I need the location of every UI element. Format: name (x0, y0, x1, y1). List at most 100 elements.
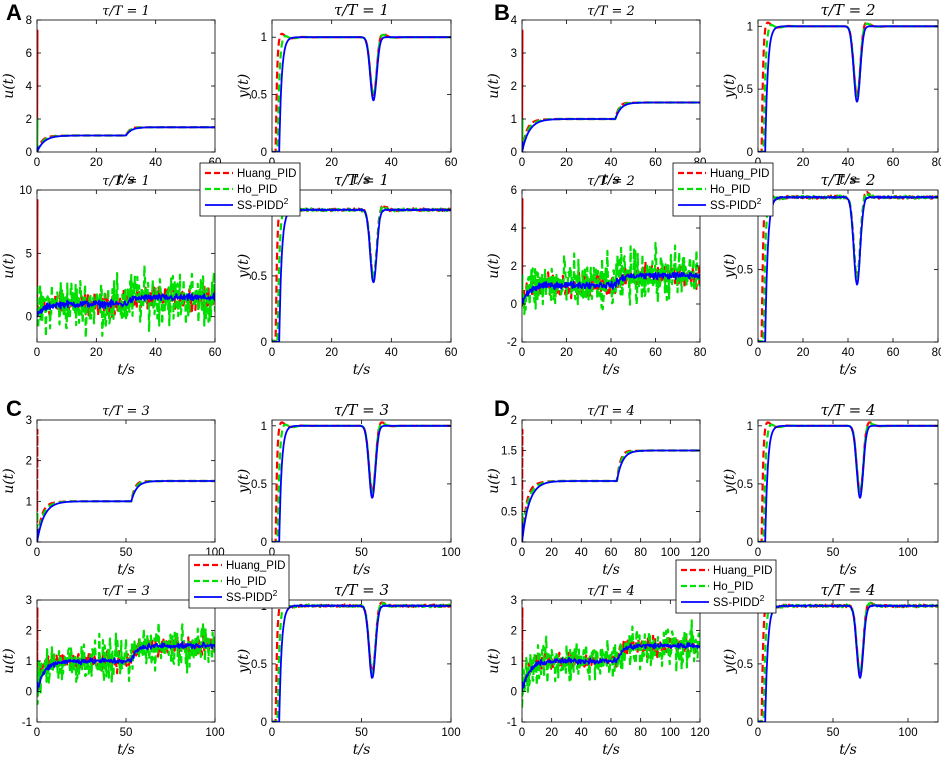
y-axis-label: y(t) (236, 74, 252, 99)
x-axis-label: t/s (117, 362, 135, 378)
series-line-ss-pidd2 (758, 195, 938, 342)
y-axis-label: y(t) (236, 254, 252, 279)
x-tick-label: 120 (690, 727, 709, 739)
legend-label: SS-PIDD2 (237, 196, 289, 212)
y-tick-label: 2 (26, 626, 32, 638)
y-tick-label: 0.5 (737, 265, 753, 277)
subplot-D-u-clean: 0 20 40 60 80 100 120 0 0.5 1 1.5 2 τ/T = 4 t/s u(t) (486, 404, 710, 578)
series-line-huang-pid (37, 29, 215, 152)
legend-label: Huang_PID (237, 168, 296, 180)
plot-area (37, 29, 215, 152)
y-tick-label: 1 (511, 476, 517, 488)
y-axis-label: u(t) (486, 253, 502, 279)
series-line-huang-pid (758, 190, 938, 342)
x-tick-label: 60 (649, 157, 662, 169)
y-tick-label: 0 (747, 337, 753, 349)
axes-box (757, 189, 939, 343)
y-tick-label: 4 (26, 81, 33, 93)
y-tick-label: 0 (26, 687, 32, 699)
series-line-ss-pidd2 (272, 36, 451, 152)
plot-area (758, 21, 938, 152)
plot-area (758, 190, 938, 342)
y-tick-label: 10 (19, 185, 32, 197)
y-tick-label: 0 (511, 147, 517, 159)
series-line-ss-pidd2 (522, 271, 700, 305)
x-tick-label: 40 (149, 347, 162, 359)
series-line-ss-pidd2 (272, 208, 451, 342)
x-tick-label: 0 (34, 157, 40, 169)
x-tick-label: 100 (661, 547, 680, 559)
y-tick-label: 3 (26, 595, 32, 607)
y-tick-label: 0 (511, 537, 517, 549)
x-tick-label: 120 (690, 547, 709, 559)
subplot-title: τ/T = 3 (334, 581, 389, 599)
legend-label: SS-PIDD2 (226, 588, 278, 604)
axes-box (271, 599, 452, 723)
series-line-ss-pidd2 (522, 101, 700, 152)
y-tick-label: 1.5 (501, 446, 517, 458)
x-tick-label: 20 (325, 347, 338, 359)
y-tick-label: 2 (511, 81, 517, 93)
y-axis-label: y(t) (722, 254, 738, 279)
panel-letters: A B C D (6, 0, 510, 421)
subplot-title: τ/T = 4 (587, 584, 635, 599)
series-line-ss-pidd2 (272, 604, 451, 722)
series-line-ho-pid (272, 422, 451, 542)
x-tick-label: 60 (209, 347, 222, 359)
y-tick-label: -2 (507, 337, 517, 349)
y-tick-label: 0.5 (251, 90, 267, 102)
plot-area (37, 606, 215, 705)
series-line-ho-pid (758, 601, 938, 722)
y-tick-label: 0 (26, 537, 32, 549)
subplot-title: τ/T = 3 (334, 401, 389, 419)
y-tick-label: 0 (511, 299, 517, 311)
plot-area (272, 421, 451, 542)
y-tick-label: 1 (261, 421, 267, 433)
series-line-ho-pid (758, 192, 938, 342)
x-axis-label: t/s (353, 742, 371, 758)
y-tick-label: -1 (22, 717, 32, 729)
subplot-title: τ/T = 1 (334, 1, 389, 19)
x-axis-label: t/s (117, 742, 135, 758)
series-line-ss-pidd2 (37, 641, 215, 693)
series-line-huang-pid (522, 428, 700, 542)
x-tick-label: 20 (560, 347, 573, 359)
y-tick-label: 0.5 (737, 659, 753, 671)
x-tick-label: 0 (34, 547, 40, 559)
axes-box (271, 189, 452, 343)
x-tick-label: 40 (842, 157, 855, 169)
subplot-title: τ/T = 1 (102, 4, 150, 19)
y-tick-label: 0 (261, 537, 267, 549)
y-tick-label: 0.5 (251, 479, 267, 491)
x-tick-label: 40 (385, 347, 398, 359)
x-axis-label: t/s (839, 172, 857, 188)
x-tick-label: 60 (605, 727, 618, 739)
x-tick-label: 60 (887, 347, 900, 359)
axes-box (36, 19, 216, 153)
series-line-ss-pidd2 (37, 126, 215, 152)
y-tick-label: 0 (747, 717, 753, 729)
y-tick-label: 1 (747, 421, 753, 433)
y-axis-label: u(t) (1, 73, 17, 99)
y-tick-label: 3 (26, 415, 32, 427)
axes-box (271, 419, 452, 543)
y-tick-label: 1 (511, 656, 517, 668)
y-tick-label: 0 (26, 312, 32, 324)
series-line-huang-pid (272, 421, 451, 542)
x-tick-label: 40 (842, 347, 855, 359)
axes-box (757, 419, 939, 543)
y-tick-label: 4 (511, 15, 518, 27)
y-axis-label: y(t) (236, 649, 252, 674)
subplot-title: τ/T = 4 (587, 404, 635, 419)
x-tick-label: 80 (932, 157, 941, 169)
x-tick-label: 50 (827, 547, 840, 559)
series-line-ss-pidd2 (758, 604, 938, 722)
plot-area (37, 199, 215, 339)
x-tick-label: 0 (755, 347, 761, 359)
x-tick-label: 100 (441, 547, 460, 559)
